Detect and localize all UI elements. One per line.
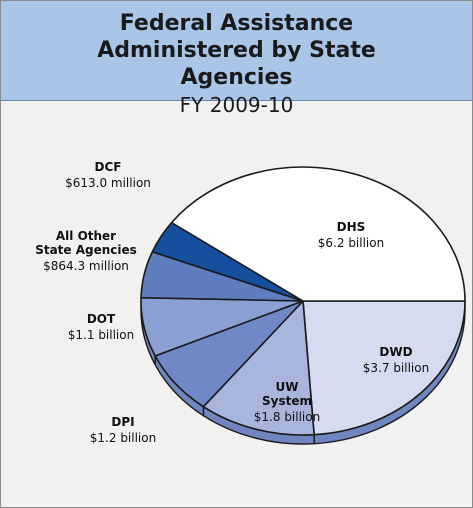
label-all-other-state-agencies-name-line-2: State Agencies xyxy=(35,243,137,257)
chart-header: Federal Assistance Administered by State… xyxy=(1,1,472,117)
label-dwd-value: $3.7 billion xyxy=(363,361,429,375)
label-dpi-name: DPI xyxy=(111,415,134,429)
label-dwd-name: DWD xyxy=(379,345,412,359)
chart-title: Federal Assistance Administered by State… xyxy=(97,11,376,90)
label-all-other-state-agencies-value: $864.3 million xyxy=(43,259,129,273)
label-uw-system-value: $1.8 billion xyxy=(254,410,320,424)
label-dhs-value: $6.2 billion xyxy=(318,236,384,250)
label-uw-system-name-line-2: System xyxy=(262,394,312,408)
pie-slice-uw-system xyxy=(202,300,315,436)
chart-subtitle: FY 2009-10 xyxy=(179,93,294,117)
label-dcf-name: DCF xyxy=(95,160,122,174)
label-dot-name: DOT xyxy=(87,312,116,326)
label-dhs-name: DHS xyxy=(337,220,366,234)
label-all-other-state-agencies-name-line-1: All Other xyxy=(56,229,116,243)
pie-slice-dwd xyxy=(302,300,466,436)
label-uw-system-name-line-1: UW xyxy=(276,380,299,394)
label-dpi-value: $1.2 billion xyxy=(90,431,156,445)
pie-slice-dhs xyxy=(170,166,466,302)
label-dot-value: $1.1 billion xyxy=(68,328,134,342)
label-dcf-value: $613.0 million xyxy=(65,176,151,190)
